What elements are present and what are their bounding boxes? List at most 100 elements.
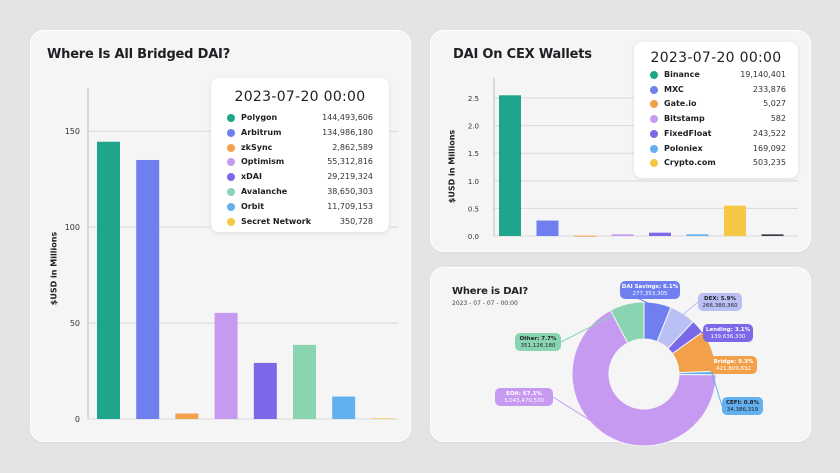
callout-label: DAI Savings: 6.1% xyxy=(621,284,679,290)
legend-swatch xyxy=(227,158,235,167)
y-tick-label: 50 xyxy=(70,319,80,328)
where-donut-chart xyxy=(552,289,723,447)
callout-value: 266,380,360 xyxy=(702,303,738,309)
legend-label: MXC xyxy=(664,84,684,94)
legend-value: 582 xyxy=(770,114,786,124)
legend-swatch xyxy=(227,217,235,226)
cex-legend: 2023-07-20 00:00 Binance 19,140,401 MXC 233… xyxy=(634,42,798,178)
callout-line-dex xyxy=(680,301,699,318)
y-tick-label: 2.5 xyxy=(468,95,479,103)
callout-label: Lending: 3.1% xyxy=(705,327,751,333)
callout-bridge: Bridge: 9.3% 421,809,832 xyxy=(710,356,757,374)
legend-item-zksync: zkSync 2,862,589 xyxy=(211,141,389,156)
callout-line-cefi xyxy=(711,372,723,407)
bar-unlabeled xyxy=(761,234,784,236)
legend-item-arbitrum: Arbitrum 134,986,180 xyxy=(211,126,389,141)
legend-value: 29,219,324 xyxy=(327,172,373,182)
legend-label: Binance xyxy=(664,70,700,79)
callout-value: 277,353,305 xyxy=(632,291,668,297)
y-tick-label: 0 xyxy=(75,415,80,424)
legend-value: 55,312,816 xyxy=(327,157,373,167)
y-tick-label: 0.5 xyxy=(468,205,479,213)
callout-dai-savings: DAI Savings: 6.1% 277,353,305 xyxy=(620,281,680,299)
bar-arbitrum xyxy=(136,159,160,420)
callout-line-bridge xyxy=(707,351,711,366)
legend-swatch xyxy=(650,129,658,138)
y-tick-label: 1.5 xyxy=(468,150,479,158)
legend-value: 169,092 xyxy=(752,143,786,153)
cex-dai-card: DAI On CEX Wallets $USD in Millions 0.0 0… xyxy=(430,30,811,252)
bar-crypto-com xyxy=(724,205,746,236)
legend-value: 144,493,606 xyxy=(322,113,373,122)
bar-secret-network xyxy=(371,418,395,419)
callout-value: 139,636,330 xyxy=(710,334,746,340)
legend-swatch xyxy=(227,128,235,137)
bridged-chart-title: Where Is All Bridged DAI? xyxy=(47,47,231,62)
legend-label: Avalanche xyxy=(241,187,288,196)
callout-value: 34,386,319 xyxy=(726,407,759,413)
slice-eoa xyxy=(571,309,717,447)
legend-value: 243,522 xyxy=(752,128,786,138)
legend-value: 11,709,153 xyxy=(327,201,373,211)
legend-label: Orbit xyxy=(241,201,265,211)
y-tick-label: 1.0 xyxy=(468,178,479,186)
bar-binance xyxy=(499,95,521,237)
legend-item-crypto-com: Crypto.com 503,235 xyxy=(634,156,798,171)
callout-label: CEFI: 0.8% xyxy=(726,400,759,406)
bar-zksync xyxy=(175,413,199,419)
legend-label: Polygon xyxy=(241,113,278,122)
legend-swatch xyxy=(227,202,235,211)
legend-label: zkSync xyxy=(241,142,273,152)
cex-chart-title: DAI On CEX Wallets xyxy=(453,47,592,62)
legend-label: Secret Network xyxy=(241,216,312,226)
legend-label: Bitstamp xyxy=(664,114,705,124)
legend-value: 2,862,589 xyxy=(332,142,373,152)
legend-swatch xyxy=(227,173,235,182)
cex-legend-date: 2023-07-20 00:00 xyxy=(650,50,782,66)
callout-line-eoa xyxy=(552,396,609,433)
bar-optimism xyxy=(214,312,238,419)
legend-item-bitstamp: Bitstamp 582 xyxy=(634,112,798,127)
legend-item-secret-network: Secret Network 350,728 xyxy=(211,215,389,230)
legend-item-binance: Binance 19,140,401 xyxy=(634,68,798,83)
legend-label: Gate.io xyxy=(664,99,697,109)
y-tick-label: 150 xyxy=(65,127,80,136)
legend-swatch xyxy=(227,188,235,196)
legend-label: xDAI xyxy=(241,172,262,182)
legend-item-orbit: Orbit 11,709,153 xyxy=(211,200,389,215)
legend-swatch xyxy=(227,143,235,152)
legend-item-gate-io: Gate.io 5,027 xyxy=(634,97,798,112)
where-dai-card: Where is DAI? 2023 - 07 - 07 - 00:00 DAI… xyxy=(430,267,811,447)
legend-label: Poloniex xyxy=(664,143,703,153)
bar-fixedfloat xyxy=(649,232,671,236)
callout-value: 351,126,180 xyxy=(520,343,556,349)
bar-gate-io xyxy=(574,235,596,237)
legend-swatch xyxy=(650,115,658,124)
bar-avalanche xyxy=(293,344,316,419)
callout-lending: Lending: 3.1% 139,636,330 xyxy=(703,324,753,342)
bridged-legend: 2023-07-20 00:00 Polygon 144,493,606 Arbit… xyxy=(211,78,389,232)
legend-item-fixedfloat: FixedFloat 243,522 xyxy=(634,127,798,142)
legend-swatch xyxy=(650,159,658,168)
callout-line-lending xyxy=(694,328,704,334)
legend-value: 503,235 xyxy=(752,158,786,168)
legend-label: Optimism xyxy=(241,157,285,167)
bar-xdai xyxy=(253,362,277,419)
callout-value: 421,809,832 xyxy=(716,366,751,372)
legend-item-poloniex: Poloniex 169,092 xyxy=(634,142,798,157)
callout-label: Bridge: 9.3% xyxy=(713,359,754,365)
legend-value: 38,650,303 xyxy=(327,187,373,196)
legend-swatch xyxy=(650,71,658,79)
legend-item-xdai: xDAI 29,219,324 xyxy=(211,170,389,185)
bar-polygon xyxy=(97,141,120,419)
bar-mxc xyxy=(536,220,559,236)
legend-value: 19,140,401 xyxy=(740,70,786,79)
legend-swatch xyxy=(650,85,658,94)
legend-swatch xyxy=(650,144,658,153)
legend-item-optimism: Optimism 55,312,816 xyxy=(211,155,389,170)
where-chart-subtitle: 2023 - 07 - 07 - 00:00 xyxy=(452,300,518,307)
legend-item-mxc: MXC 233,876 xyxy=(634,83,798,98)
bridged-dai-card: Where Is All Bridged DAI? $USD in Millio… xyxy=(30,30,411,442)
legend-label: Arbitrum xyxy=(241,127,282,137)
y-tick-label: 0.0 xyxy=(468,233,479,241)
